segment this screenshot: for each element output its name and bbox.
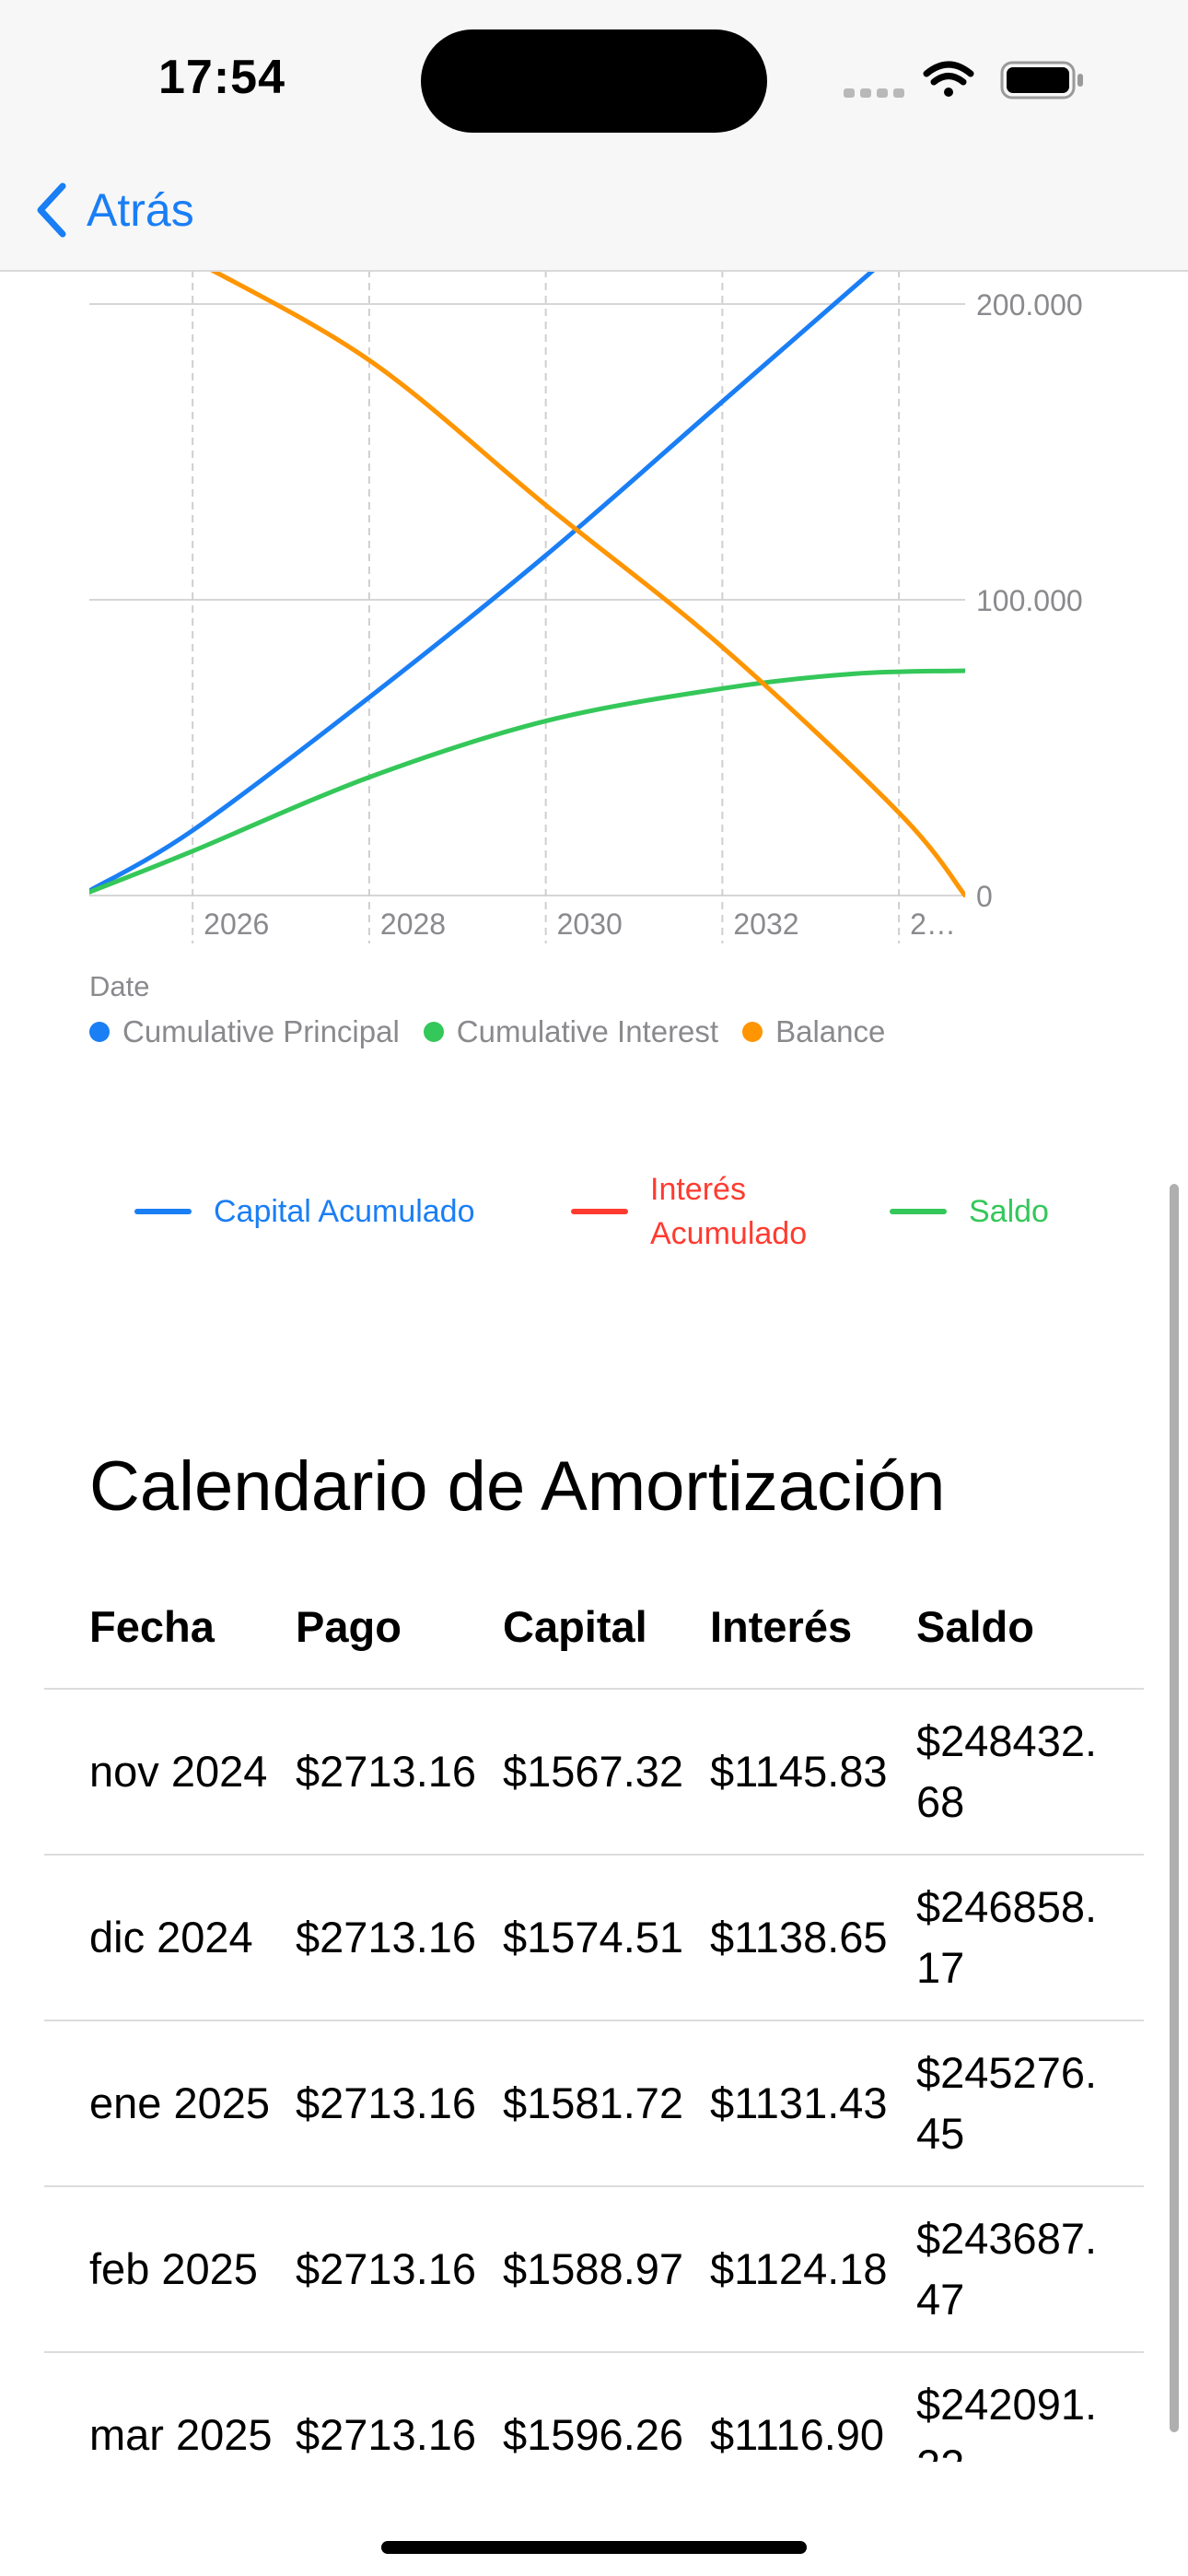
y-tick-label: 100.000 [976, 584, 1083, 617]
cellular-signal-icon [844, 88, 904, 98]
table-cell: $1567.32 [503, 1690, 692, 1854]
legend-dot-icon [424, 1022, 444, 1042]
table-cell: $246858.17 [916, 1856, 1105, 2020]
table-cell: $1145.83 [710, 1690, 899, 1854]
legend-line-icon [134, 1209, 192, 1214]
table-cell: $1581.72 [503, 2021, 692, 2185]
table-cell: $242091.22 [916, 2353, 1105, 2462]
table-cell: nov 2024 [89, 1690, 278, 1854]
series-line-cumulative-interest [89, 671, 965, 892]
table-cell: $243687.47 [916, 2187, 1105, 2351]
scrollbar[interactable] [1170, 1184, 1179, 2432]
column-header: Saldo [916, 1601, 1034, 1652]
scroll-content[interactable]: 200.000 100.000 0 2026 2028 2030 2032 2… Date C… [0, 0, 1188, 2462]
custom-legend-item: Saldo [890, 1161, 1049, 1262]
column-header: Fecha [89, 1601, 215, 1652]
table-cell: $1138.65 [710, 1856, 899, 2020]
chart-legend: Cumulative Principal Cumulative Interest B… [89, 1014, 909, 1049]
custom-legend-item: Interés Acumulado [571, 1161, 834, 1262]
chart-canvas: 200.000 100.000 0 2026 2028 2030 2032 2… [0, 270, 1188, 970]
amortization-table: Fecha Pago Capital Interés Saldo nov 2024 $27… [44, 1594, 1144, 2462]
back-button[interactable]: Atrás [33, 175, 194, 245]
dynamic-island [421, 29, 767, 133]
legend-dot-icon [89, 1022, 110, 1042]
battery-icon [1002, 63, 1083, 98]
table-cell: $1116.90 [710, 2353, 899, 2462]
legend-label: Cumulative Principal [122, 1014, 400, 1049]
x-tick-label: 2026 [204, 907, 269, 941]
table-row: dic 2024 $2713.16 $1574.51 $1138.65 $246858.… [44, 1856, 1144, 2021]
table-cell: $248432.68 [916, 1690, 1105, 1854]
table-cell: $2713.16 [296, 2021, 484, 2185]
home-indicator[interactable] [381, 2541, 807, 2554]
table-cell: ene 2025 [89, 2021, 278, 2185]
chevron-left-icon [33, 182, 70, 238]
table-cell: $1131.43 [710, 2021, 899, 2185]
legend-line-icon [890, 1209, 947, 1214]
wifi-icon [926, 64, 971, 97]
table-cell: $2713.16 [296, 2353, 484, 2462]
table-cell: $2713.16 [296, 2187, 484, 2351]
table-cell: feb 2025 [89, 2187, 278, 2351]
legend-line-icon [571, 1209, 628, 1214]
y-tick-label: 200.000 [976, 288, 1083, 322]
table-cell: dic 2024 [89, 1856, 278, 2020]
table-cell: mar 2025 [89, 2353, 278, 2462]
x-tick-label: 2028 [380, 907, 446, 941]
custom-legend: Capital Acumulado Interés Acumulado Saldo [0, 1161, 1188, 1271]
column-header: Pago [296, 1601, 402, 1652]
navigation-bar: 17:54 Atrás [0, 0, 1188, 272]
amortization-chart: 200.000 100.000 0 2026 2028 2030 2032 2… Date C… [0, 270, 1188, 1191]
legend-dot-icon [742, 1022, 763, 1042]
schedule-title: Calendario de Amortización [89, 1446, 945, 1527]
table-cell: $1124.18 [710, 2187, 899, 2351]
legend-label: Cumulative Interest [457, 1014, 718, 1049]
table-row: ene 2025 $2713.16 $1581.72 $1131.43 $245276.… [44, 2021, 1144, 2187]
custom-legend-label: Capital Acumulado [214, 1189, 475, 1234]
custom-legend-label: Interés Acumulado [650, 1167, 834, 1256]
table-row: mar 2025 $2713.16 $1596.26 $1116.90 $242091.… [44, 2353, 1144, 2462]
y-tick-label: 0 [976, 880, 993, 913]
back-label: Atrás [87, 183, 194, 237]
legend-label: Balance [775, 1014, 885, 1049]
custom-legend-item: Capital Acumulado [134, 1161, 475, 1262]
table-header: Fecha Pago Capital Interés Saldo [44, 1594, 1144, 1690]
x-tick-label: 2032 [733, 907, 798, 941]
x-tick-label: 2… [910, 907, 956, 941]
table-row: feb 2025 $2713.16 $1588.97 $1124.18 $243687.… [44, 2187, 1144, 2353]
status-icons [840, 57, 1089, 103]
status-time: 17:54 [158, 50, 285, 105]
table-cell: $2713.16 [296, 1690, 484, 1854]
table-cell: $245276.45 [916, 2021, 1105, 2185]
legend-item: Cumulative Interest [424, 1014, 718, 1049]
table-cell: $2713.16 [296, 1856, 484, 2020]
series-line-cumulative-principal [89, 270, 899, 891]
x-axis-title: Date [89, 970, 149, 1003]
table-row: nov 2024 $2713.16 $1567.32 $1145.83 $248432.… [44, 1690, 1144, 1856]
table-cell: $1596.26 [503, 2353, 692, 2462]
table-cell: $1588.97 [503, 2187, 692, 2351]
table-cell: $1574.51 [503, 1856, 692, 2020]
custom-legend-label: Saldo [969, 1189, 1049, 1234]
legend-item: Cumulative Principal [89, 1014, 400, 1049]
column-header: Interés [710, 1601, 852, 1652]
x-tick-label: 2030 [557, 907, 623, 941]
legend-item: Balance [742, 1014, 885, 1049]
column-header: Capital [503, 1601, 647, 1652]
